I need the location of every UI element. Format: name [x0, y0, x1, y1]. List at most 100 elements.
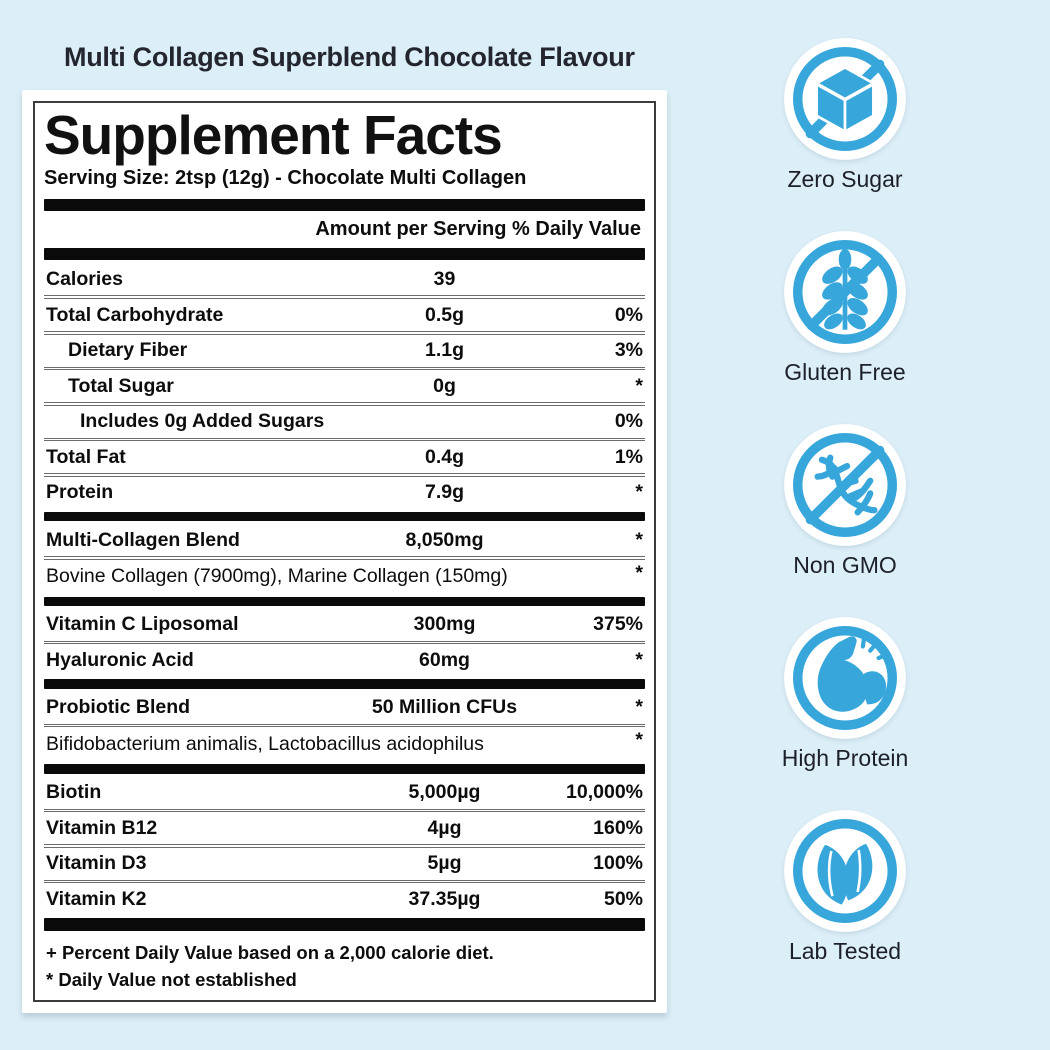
badge-non-gmo: Non GMO	[760, 422, 930, 615]
nutrient-dv: 1%	[614, 445, 643, 468]
table-row: Vitamin K2 37.35µg 50%	[44, 883, 645, 915]
badge-label: Gluten Free	[784, 359, 906, 385]
nutrient-name: Includes 0g Added Sugars	[80, 410, 325, 433]
serving-size-line: Serving Size: 2tsp (12g) - Chocolate Mul…	[44, 166, 527, 189]
nutrient-dv: 0%	[614, 410, 643, 433]
nutrient-name: Vitamin K2	[46, 887, 147, 910]
nutrient-amount: 0g	[433, 374, 456, 397]
badge-label: Zero Sugar	[787, 166, 903, 192]
nutrient-dv: 160%	[593, 816, 643, 839]
nutrient-amount: 39	[433, 267, 456, 290]
nutrient-name: Protein	[46, 481, 114, 504]
high-protein-icon	[784, 617, 906, 739]
nutrient-amount: 5,000µg	[408, 781, 481, 804]
divider-bar	[44, 198, 645, 212]
nutrient-dv: 375%	[593, 613, 643, 636]
row-separator	[44, 723, 645, 728]
table-row: Dietary Fiber 1.1g 3%	[44, 335, 645, 367]
nutrient-dv: 100%	[593, 852, 643, 875]
nutrient-amount: 1.1g	[424, 339, 465, 362]
table-row: Probiotic Blend 50 Million CFUs *	[44, 692, 645, 724]
nutrient-name: Biotin	[46, 781, 102, 804]
non-gmo-icon	[784, 424, 906, 546]
no-sugar-icon	[784, 38, 906, 160]
table-row: Calories 39	[44, 263, 645, 295]
gluten-free-icon	[784, 231, 906, 353]
divider-bar	[44, 679, 645, 689]
nutrient-name: Total Fat	[46, 445, 126, 468]
divider-bar	[44, 248, 645, 261]
table-row: Total Carbohydrate 0.5g 0%	[44, 299, 645, 331]
table-row: Protein 7.9g *	[44, 477, 645, 509]
table-row: Vitamin C Liposomal 300mg 375%	[44, 609, 645, 641]
table-row: Includes 0g Added Sugars 0%	[44, 406, 645, 438]
nutrient-amount: 8,050mg	[405, 528, 484, 551]
nutrient-name: Bifidobacterium animalis, Lactobacillus …	[46, 732, 484, 755]
nutrient-amount: 50 Million CFUs	[371, 696, 518, 719]
row-separator	[44, 808, 645, 813]
table-row: Biotin 5,000µg 10,000%	[44, 777, 645, 809]
divider-bar	[44, 511, 645, 522]
footnote-not-established: * Daily Value not established	[46, 969, 297, 991]
row-separator	[44, 844, 645, 848]
nutrient-dv: 0%	[614, 303, 643, 326]
nutrient-name: Vitamin B12	[46, 816, 158, 839]
lab-tested-icon	[784, 810, 906, 932]
badge-label: Lab Tested	[788, 938, 902, 964]
row-separator	[44, 366, 645, 371]
nutrient-name: Dietary Fiber	[68, 339, 188, 362]
nutrient-name: Bovine Collagen (7900mg), Marine Collage…	[46, 565, 508, 588]
nutrient-name: Total Sugar	[68, 374, 174, 397]
nutrient-dv: 10,000%	[566, 781, 643, 804]
nutrient-dv: 3%	[614, 339, 643, 362]
nutrient-amount: 5µg	[427, 852, 462, 875]
badge-gluten-free: Gluten Free	[760, 229, 930, 422]
nutrient-amount: 7.9g	[424, 481, 465, 504]
nutrient-amount: 0.5g	[424, 303, 465, 326]
nutrient-amount: 60mg	[419, 648, 470, 671]
nutrient-name: Probiotic Blend	[46, 696, 191, 719]
table-row: Hyaluronic Acid 60mg *	[44, 644, 645, 676]
nutrient-dv: *	[635, 374, 643, 397]
table-row: Bovine Collagen (7900mg), Marine Collage…	[44, 560, 645, 594]
table-row: Vitamin B12 4µg 160%	[44, 812, 645, 844]
nutrient-name: Hyaluronic Acid	[46, 648, 194, 671]
badge-zero-sugar: Zero Sugar	[760, 36, 930, 229]
nutrient-dv: *	[635, 648, 643, 671]
nutrient-dv: *	[635, 696, 643, 719]
row-separator	[44, 556, 645, 560]
nutrient-name: Vitamin D3	[46, 852, 147, 875]
row-separator	[44, 295, 645, 300]
table-row: Bifidobacterium animalis, Lactobacillus …	[44, 727, 645, 761]
divider-bar	[44, 596, 645, 606]
row-separator	[44, 402, 645, 406]
footnote-daily-value: + Percent Daily Value based on a 2,000 c…	[46, 941, 494, 963]
product-title: Multi Collagen Superblend Chocolate Flav…	[64, 42, 635, 72]
nutrient-name: Calories	[46, 267, 123, 290]
nutrient-dv: *	[635, 729, 643, 752]
row-separator	[44, 879, 645, 884]
row-separator	[44, 473, 645, 477]
badge-label: Non GMO	[793, 552, 897, 578]
table-row: Multi-Collagen Blend 8,050mg *	[44, 524, 645, 556]
nutrient-dv: *	[635, 481, 643, 504]
badge-high-protein: High Protein	[760, 615, 930, 808]
nutrient-amount: 4µg	[427, 816, 462, 839]
table-row: Total Sugar 0g *	[44, 370, 645, 402]
badge-lab-tested: Lab Tested	[760, 808, 930, 1001]
nutrient-dv: *	[635, 561, 643, 584]
row-separator	[44, 331, 645, 335]
table-row: Vitamin D3 5µg 100%	[44, 848, 645, 880]
table-row: Total Fat 0.4g 1%	[44, 441, 645, 473]
badge-column: Zero Sugar Gluten Free	[760, 36, 930, 1001]
nutrient-name: Vitamin C Liposomal	[46, 613, 239, 636]
divider-bar	[44, 918, 645, 931]
footnotes: + Percent Daily Value based on a 2,000 c…	[44, 934, 645, 995]
badge-label: High Protein	[781, 745, 909, 771]
nutrient-amount: 37.35µg	[408, 887, 481, 910]
supplement-facts-panel: Supplement Facts Serving Size: 2tsp (12g…	[22, 90, 667, 1013]
row-separator	[44, 640, 645, 645]
divider-bar	[44, 764, 645, 774]
nutrient-name: Total Carbohydrate	[46, 303, 224, 326]
